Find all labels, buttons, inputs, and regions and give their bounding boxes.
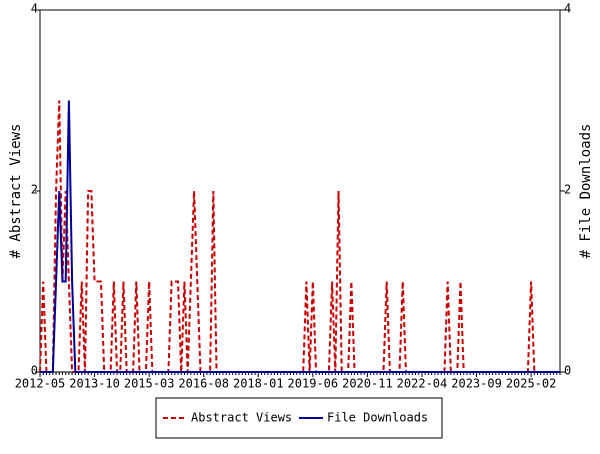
y-tick-label: 2 [31,183,38,197]
plot-frame [39,9,561,373]
x-tick-label: 2022-04 [397,377,448,391]
series-line [39,100,560,373]
y-tick-label: 0 [31,364,38,378]
y-axis-label: # Abstract Views [8,124,24,259]
y2-tick-label: 4 [564,2,571,16]
x-tick-label: 2025-02 [506,377,557,391]
x-tick-label: 2020-11 [342,377,393,391]
x-tick-label: 2023-09 [451,377,502,391]
y2-axis-label: # File Downloads [578,124,594,259]
x-tick-label: 2019-06 [288,377,339,391]
x-tick-label: 2013-10 [69,377,120,391]
y2-tick-label: 2 [564,183,571,197]
x-tick-label: 2012-05 [15,377,66,391]
y2-tick-label: 0 [564,364,571,378]
x-tick-label: 2018-01 [233,377,284,391]
series-line [40,100,560,373]
legend-label: Abstract Views [191,411,292,425]
x-tick-label: 2015-03 [124,377,175,391]
legend-label: File Downloads [327,411,428,425]
x-tick-label: 2016-08 [178,377,229,391]
y-tick-label: 4 [31,2,38,16]
